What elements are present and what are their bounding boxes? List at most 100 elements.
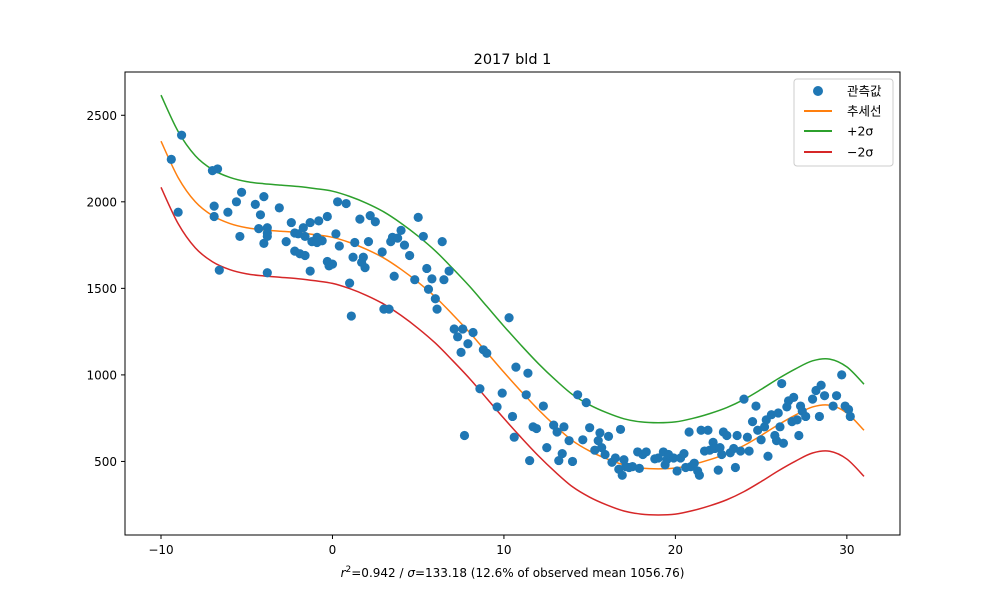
trend-line: [160, 140, 865, 470]
data-point: [468, 327, 478, 338]
points-layer: [166, 130, 855, 480]
data-point: [557, 449, 567, 459]
data-point: [422, 263, 432, 274]
data-point: [327, 259, 338, 269]
data-point: [735, 446, 746, 456]
data-point: [610, 453, 620, 463]
data-point: [235, 231, 245, 242]
data-point: [410, 275, 420, 285]
data-point: [405, 250, 415, 261]
legend-frame: [793, 78, 894, 167]
data-point: [345, 278, 355, 288]
data-point: [389, 271, 399, 281]
data-point: [300, 231, 310, 242]
data-point: [694, 470, 704, 480]
data-point: [209, 211, 219, 222]
data-point: [845, 411, 855, 422]
data-point: [312, 237, 322, 248]
data-point: [573, 390, 583, 400]
data-point: [274, 203, 284, 213]
data-point: [475, 384, 485, 394]
data-point: [346, 311, 356, 321]
data-point: [831, 391, 842, 401]
data-point: [837, 370, 847, 380]
data-point: [843, 404, 854, 415]
legend-marker-observed: [813, 86, 823, 96]
data-point: [789, 392, 799, 402]
plot-frame: [124, 71, 901, 536]
x-axis-label: r2=0.942 / σ=133.18 (12.6% of observed m…: [341, 565, 685, 580]
data-point: [341, 198, 351, 209]
y-tick-label: 500: [94, 455, 117, 469]
data-point: [504, 313, 514, 323]
data-point: [773, 408, 783, 418]
data-point: [507, 411, 518, 422]
data-point: [730, 462, 741, 473]
data-point: [314, 216, 324, 226]
data-point: [759, 422, 770, 432]
legend: 관측값 추세선 +2σ −2σ: [793, 78, 894, 167]
data-point: [703, 425, 713, 435]
data-point: [552, 427, 562, 437]
data-point: [333, 197, 343, 207]
data-point: [262, 268, 272, 278]
data-point: [418, 231, 428, 242]
plot-area: [124, 71, 901, 536]
data-point: [459, 430, 470, 441]
x-axis-label-r-value: =0.942 /: [351, 566, 407, 580]
data-point: [554, 455, 564, 466]
data-point: [281, 237, 291, 247]
data-point: [751, 401, 761, 411]
data-point: [209, 201, 219, 211]
data-point: [763, 451, 773, 461]
x-tick-label: 30: [839, 543, 854, 557]
data-point: [255, 210, 266, 220]
minus-2sigma-line: [160, 187, 865, 516]
data-point: [449, 324, 459, 334]
data-point: [223, 207, 233, 217]
data-point: [634, 463, 644, 473]
x-tick-label: −10: [148, 543, 173, 557]
data-point: [747, 417, 758, 427]
data-point: [653, 453, 663, 463]
data-point: [619, 455, 629, 465]
data-point: [578, 435, 588, 445]
y-tick-label: 1500: [86, 282, 117, 296]
data-point: [254, 224, 264, 234]
data-point: [595, 428, 605, 438]
data-point: [305, 266, 315, 276]
data-point: [259, 192, 269, 202]
data-point: [641, 447, 651, 457]
data-point: [305, 217, 315, 228]
data-point: [585, 423, 595, 433]
data-point: [365, 211, 375, 221]
data-point: [581, 397, 591, 408]
data-point: [360, 262, 370, 273]
data-point: [176, 130, 187, 140]
data-point: [453, 332, 463, 342]
data-point: [689, 458, 699, 468]
data-point: [439, 275, 449, 285]
data-point: [350, 237, 360, 248]
data-point: [600, 449, 610, 460]
data-point: [298, 223, 308, 233]
data-point: [742, 432, 753, 442]
x-axis-label-rest: =133.18 (12.6% of observed mean 1056.76): [415, 566, 684, 580]
data-point: [377, 247, 387, 257]
data-point: [715, 442, 725, 453]
data-point: [542, 442, 552, 453]
data-point: [212, 164, 223, 174]
data-point: [777, 378, 787, 389]
data-point: [458, 324, 468, 334]
data-point: [615, 424, 626, 435]
data-point: [444, 266, 454, 276]
y-tick-label: 2500: [86, 109, 117, 123]
x-tick-label: 0: [329, 543, 337, 557]
data-point: [597, 442, 607, 453]
data-point: [807, 394, 818, 404]
data-point: [696, 425, 706, 435]
data-point: [166, 154, 176, 165]
data-point: [250, 199, 260, 210]
data-point: [617, 470, 627, 480]
